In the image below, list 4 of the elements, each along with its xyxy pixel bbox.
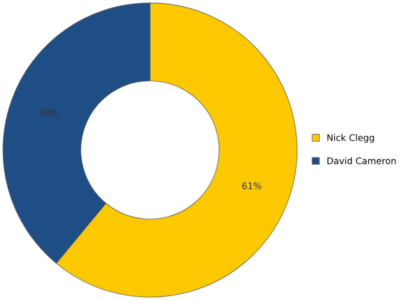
legend-label: Nick Clegg bbox=[327, 134, 374, 143]
data-label: 39% bbox=[38, 109, 58, 116]
data-label: 61% bbox=[242, 182, 262, 190]
legend-label: David Cameron bbox=[327, 157, 396, 164]
